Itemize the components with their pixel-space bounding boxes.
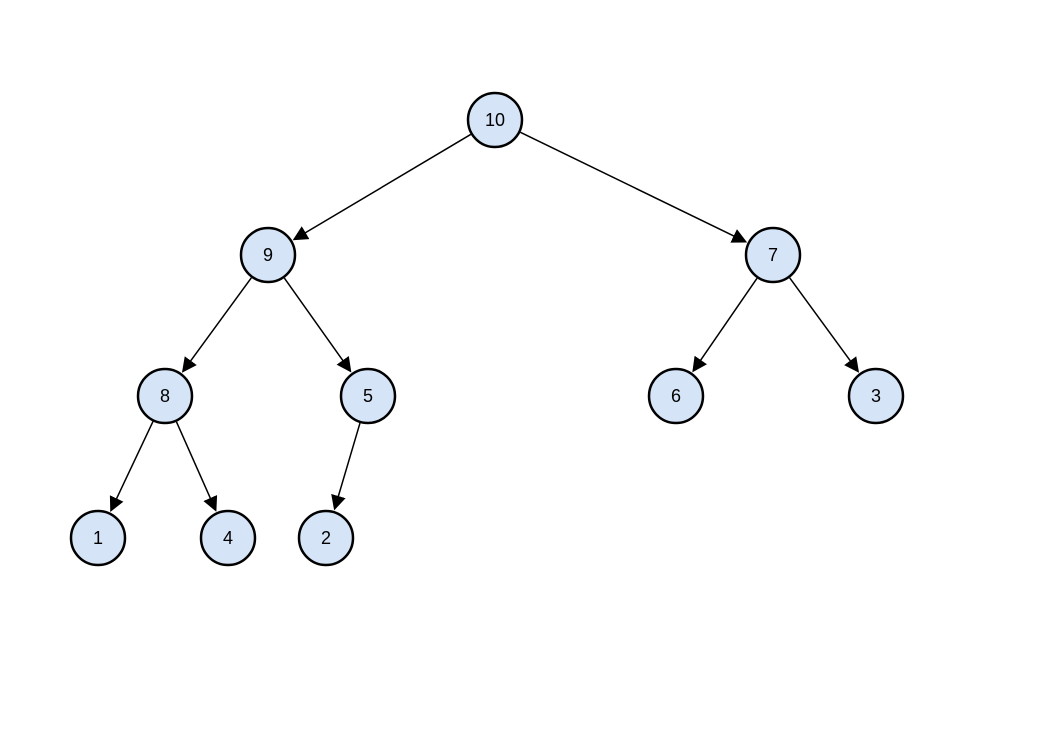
node-label: 2 — [321, 528, 331, 548]
node-label: 3 — [871, 386, 881, 406]
tree-node-5: 5 — [341, 369, 395, 423]
tree-node-2: 2 — [299, 511, 353, 565]
node-label: 1 — [93, 528, 103, 548]
node-label: 7 — [768, 245, 778, 265]
node-label: 5 — [363, 386, 373, 406]
tree-node-10: 10 — [468, 93, 522, 147]
node-label: 8 — [160, 386, 170, 406]
tree-node-3: 3 — [849, 369, 903, 423]
edge-n8-n1 — [111, 422, 153, 511]
edge-n8-n4 — [176, 422, 215, 511]
tree-node-7: 7 — [746, 228, 800, 282]
node-label: 9 — [263, 245, 273, 265]
nodes-group: 10 9 7 8 5 6 3 1 4 2 — [71, 93, 903, 565]
tree-node-4: 4 — [201, 511, 255, 565]
edge-n7-n6 — [693, 278, 757, 371]
tree-diagram: 10 9 7 8 5 6 3 1 4 2 — [0, 0, 1040, 753]
edge-n9-n5 — [284, 278, 350, 371]
node-label: 4 — [223, 528, 233, 548]
edge-n5-n2 — [335, 423, 360, 509]
tree-node-6: 6 — [649, 369, 703, 423]
tree-node-1: 1 — [71, 511, 125, 565]
edge-n10-n9 — [294, 134, 471, 239]
node-label: 6 — [671, 386, 681, 406]
tree-node-9: 9 — [241, 228, 295, 282]
edge-n9-n8 — [183, 278, 251, 372]
edges-group — [111, 132, 858, 510]
node-label: 10 — [485, 110, 505, 130]
tree-node-8: 8 — [138, 369, 192, 423]
edge-n7-n3 — [790, 278, 858, 372]
edge-n10-n7 — [520, 132, 745, 241]
